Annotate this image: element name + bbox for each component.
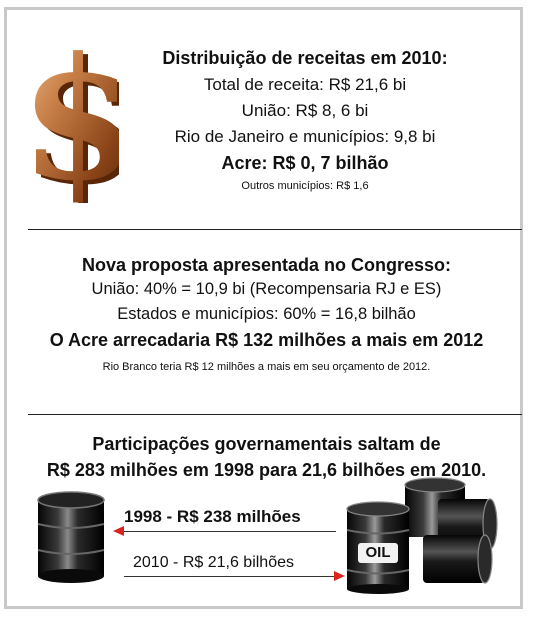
svg-text:$: $: [25, 28, 119, 203]
rio-branco-text: Rio Branco teria R$ 12 milhões a mais em…: [102, 361, 431, 373]
label-1998-underline: [124, 531, 336, 532]
divider-1: [28, 229, 522, 230]
svg-text:$: $: [20, 28, 119, 203]
section3-title-line1: Participações governamentais saltam de: [92, 434, 441, 454]
acre-revenue-text: Acre: R$ 0, 7 bilhão: [221, 153, 389, 173]
arrow-left-icon: [113, 526, 124, 536]
oil-barrels-stack-icon: [346, 477, 498, 594]
total-revenue-text: Total de receita: R$ 21,6 bi: [203, 75, 407, 94]
proposal-states-text: Estados e municípios: 60% = 16,8 bilhão: [117, 305, 416, 323]
rio-revenue-text: Rio de Janeiro e municípios: 9,8 bi: [174, 127, 436, 146]
divider-2: [28, 414, 522, 415]
section1-title: Distribuição de receitas em 2010:: [162, 48, 448, 68]
label-1998: 1998 - R$ 238 milhões: [124, 507, 301, 526]
other-municipalities-text: Outros municípios: R$ 1,6: [241, 180, 369, 192]
dollar-sign-3d-icon: $ $: [20, 28, 119, 203]
label-2010: 2010 - R$ 21,6 bilhões: [133, 554, 294, 571]
section2-title: Nova proposta apresentada no Congresso:: [81, 255, 452, 275]
acre-proposal-text: O Acre arrecadaria R$ 132 milhões a mais…: [49, 330, 484, 350]
uniao-revenue-text: União: R$ 8, 6 bi: [241, 101, 369, 120]
arrow-right-icon: [334, 571, 345, 581]
single-oil-barrel-icon: [37, 491, 105, 583]
oil-label: OIL: [365, 544, 391, 561]
proposal-uniao-text: União: 40% = 10,9 bi (Recompensaria RJ e…: [91, 280, 442, 298]
section3-title-line2: R$ 283 milhões em 1998 para 21,6 bilhões…: [46, 460, 487, 480]
label-2010-underline: [124, 576, 334, 577]
